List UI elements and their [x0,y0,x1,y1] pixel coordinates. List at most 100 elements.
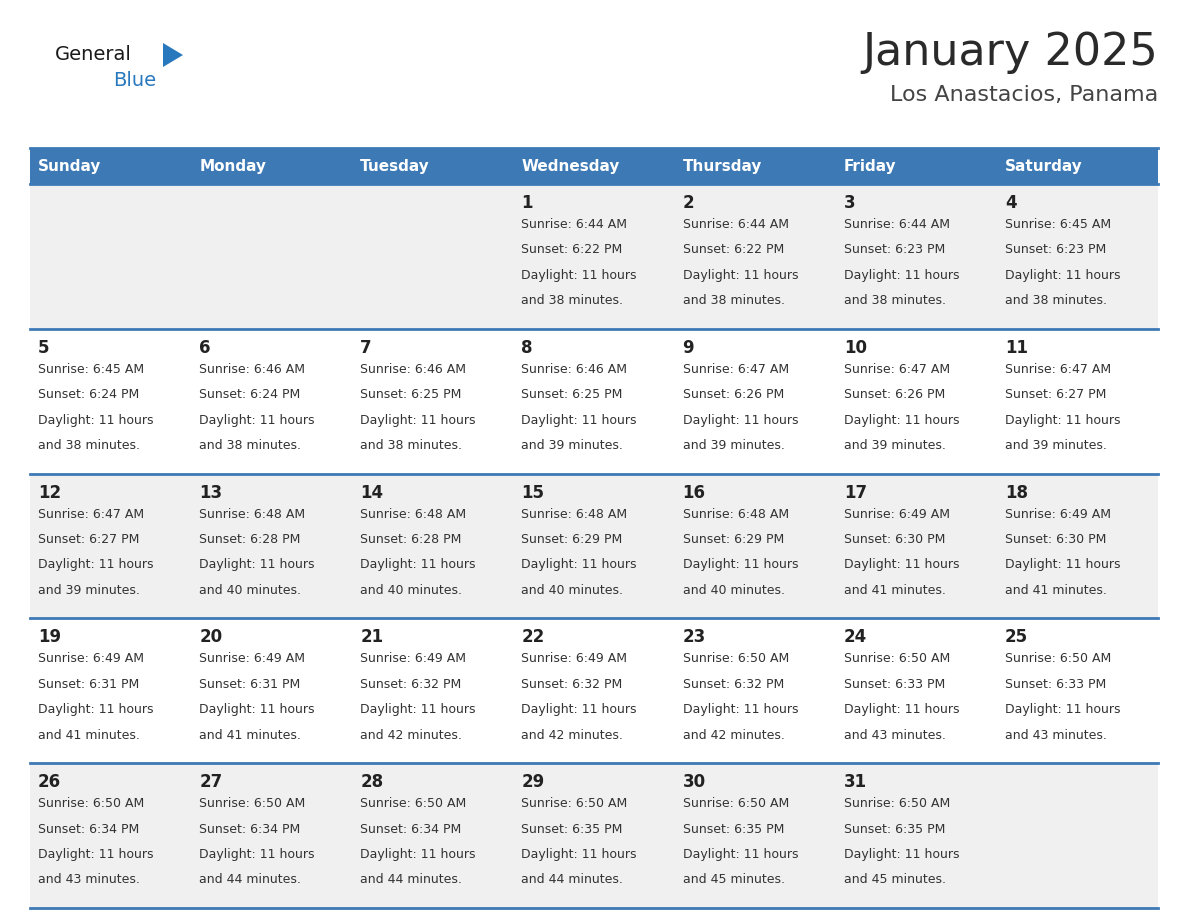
Text: Daylight: 11 hours: Daylight: 11 hours [522,269,637,282]
Text: 23: 23 [683,629,706,646]
Text: Sunrise: 6:46 AM: Sunrise: 6:46 AM [522,363,627,375]
Text: Sunrise: 6:48 AM: Sunrise: 6:48 AM [200,508,305,521]
Text: Sunrise: 6:44 AM: Sunrise: 6:44 AM [843,218,949,231]
Text: 26: 26 [38,773,61,791]
Text: and 45 minutes.: and 45 minutes. [843,874,946,887]
Text: Wednesday: Wednesday [522,159,620,174]
Bar [30,148,191,184]
Bar [675,474,835,619]
Text: Sunset: 6:34 PM: Sunset: 6:34 PM [38,823,139,835]
Text: Daylight: 11 hours: Daylight: 11 hours [683,703,798,716]
Text: Sunset: 6:27 PM: Sunset: 6:27 PM [38,533,139,546]
Text: Daylight: 11 hours: Daylight: 11 hours [522,703,637,716]
Text: Sunrise: 6:50 AM: Sunrise: 6:50 AM [683,653,789,666]
Bar [675,763,835,908]
Text: Daylight: 11 hours: Daylight: 11 hours [360,558,475,572]
Text: Sunset: 6:27 PM: Sunset: 6:27 PM [1005,388,1106,401]
Text: 10: 10 [843,339,867,357]
Text: Daylight: 11 hours: Daylight: 11 hours [38,558,153,572]
Text: 29: 29 [522,773,544,791]
Text: Sunset: 6:28 PM: Sunset: 6:28 PM [360,533,462,546]
Text: Sunrise: 6:48 AM: Sunrise: 6:48 AM [360,508,467,521]
Text: Sunrise: 6:44 AM: Sunrise: 6:44 AM [683,218,789,231]
Text: Sunrise: 6:48 AM: Sunrise: 6:48 AM [522,508,627,521]
Text: and 42 minutes.: and 42 minutes. [360,729,462,742]
Text: Sunrise: 6:47 AM: Sunrise: 6:47 AM [683,363,789,375]
Bar [513,329,675,474]
Text: Sunrise: 6:47 AM: Sunrise: 6:47 AM [843,363,950,375]
Text: and 40 minutes.: and 40 minutes. [683,584,784,597]
Bar [513,763,675,908]
Text: Sunrise: 6:46 AM: Sunrise: 6:46 AM [200,363,305,375]
Text: and 41 minutes.: and 41 minutes. [200,729,301,742]
Text: Sunset: 6:34 PM: Sunset: 6:34 PM [200,823,301,835]
Bar [353,474,513,619]
Bar [191,329,353,474]
Text: Sunset: 6:35 PM: Sunset: 6:35 PM [522,823,623,835]
Text: and 44 minutes.: and 44 minutes. [360,874,462,887]
Text: Daylight: 11 hours: Daylight: 11 hours [360,703,475,716]
Bar [513,474,675,619]
Text: Daylight: 11 hours: Daylight: 11 hours [522,414,637,427]
Bar [675,184,835,329]
Text: Daylight: 11 hours: Daylight: 11 hours [1005,703,1120,716]
Text: Sunrise: 6:46 AM: Sunrise: 6:46 AM [360,363,466,375]
Bar [997,619,1158,763]
Text: and 40 minutes.: and 40 minutes. [360,584,462,597]
Text: and 38 minutes.: and 38 minutes. [200,439,301,452]
Text: Daylight: 11 hours: Daylight: 11 hours [843,703,959,716]
Bar [353,763,513,908]
Text: and 39 minutes.: and 39 minutes. [522,439,624,452]
Text: and 40 minutes.: and 40 minutes. [200,584,301,597]
Text: and 42 minutes.: and 42 minutes. [683,729,784,742]
Text: 21: 21 [360,629,384,646]
Text: and 39 minutes.: and 39 minutes. [683,439,784,452]
Text: Daylight: 11 hours: Daylight: 11 hours [1005,269,1120,282]
Text: Sunset: 6:30 PM: Sunset: 6:30 PM [843,533,946,546]
Text: Daylight: 11 hours: Daylight: 11 hours [200,848,315,861]
Text: and 38 minutes.: and 38 minutes. [360,439,462,452]
Text: and 38 minutes.: and 38 minutes. [1005,295,1107,308]
Text: Sunset: 6:31 PM: Sunset: 6:31 PM [38,677,139,691]
Text: and 44 minutes.: and 44 minutes. [200,874,301,887]
Text: Sunset: 6:22 PM: Sunset: 6:22 PM [522,243,623,256]
Bar [513,148,675,184]
Text: 2: 2 [683,194,694,212]
Text: January 2025: January 2025 [862,30,1158,73]
Bar [30,329,191,474]
Text: 16: 16 [683,484,706,501]
Text: Sunset: 6:28 PM: Sunset: 6:28 PM [200,533,301,546]
Text: 15: 15 [522,484,544,501]
Text: and 38 minutes.: and 38 minutes. [843,295,946,308]
Text: Daylight: 11 hours: Daylight: 11 hours [683,848,798,861]
Bar [997,148,1158,184]
Text: 11: 11 [1005,339,1028,357]
Text: and 41 minutes.: and 41 minutes. [843,584,946,597]
Text: Friday: Friday [843,159,896,174]
Text: Sunday: Sunday [38,159,101,174]
Text: Sunset: 6:23 PM: Sunset: 6:23 PM [843,243,944,256]
Text: and 39 minutes.: and 39 minutes. [38,584,140,597]
Text: Sunrise: 6:48 AM: Sunrise: 6:48 AM [683,508,789,521]
Bar [191,184,353,329]
Text: and 41 minutes.: and 41 minutes. [1005,584,1107,597]
Text: Sunset: 6:25 PM: Sunset: 6:25 PM [522,388,623,401]
Bar [835,474,997,619]
Text: 14: 14 [360,484,384,501]
Text: 25: 25 [1005,629,1028,646]
Text: 7: 7 [360,339,372,357]
Bar [191,148,353,184]
Text: Sunset: 6:31 PM: Sunset: 6:31 PM [200,677,301,691]
Text: 1: 1 [522,194,533,212]
Bar [353,184,513,329]
Text: Sunset: 6:35 PM: Sunset: 6:35 PM [843,823,946,835]
Text: Blue: Blue [113,71,156,89]
Text: and 42 minutes.: and 42 minutes. [522,729,624,742]
Bar [191,619,353,763]
Text: Daylight: 11 hours: Daylight: 11 hours [360,848,475,861]
Text: Daylight: 11 hours: Daylight: 11 hours [38,414,153,427]
Bar [675,619,835,763]
Bar [191,763,353,908]
Bar [30,763,191,908]
Text: 3: 3 [843,194,855,212]
